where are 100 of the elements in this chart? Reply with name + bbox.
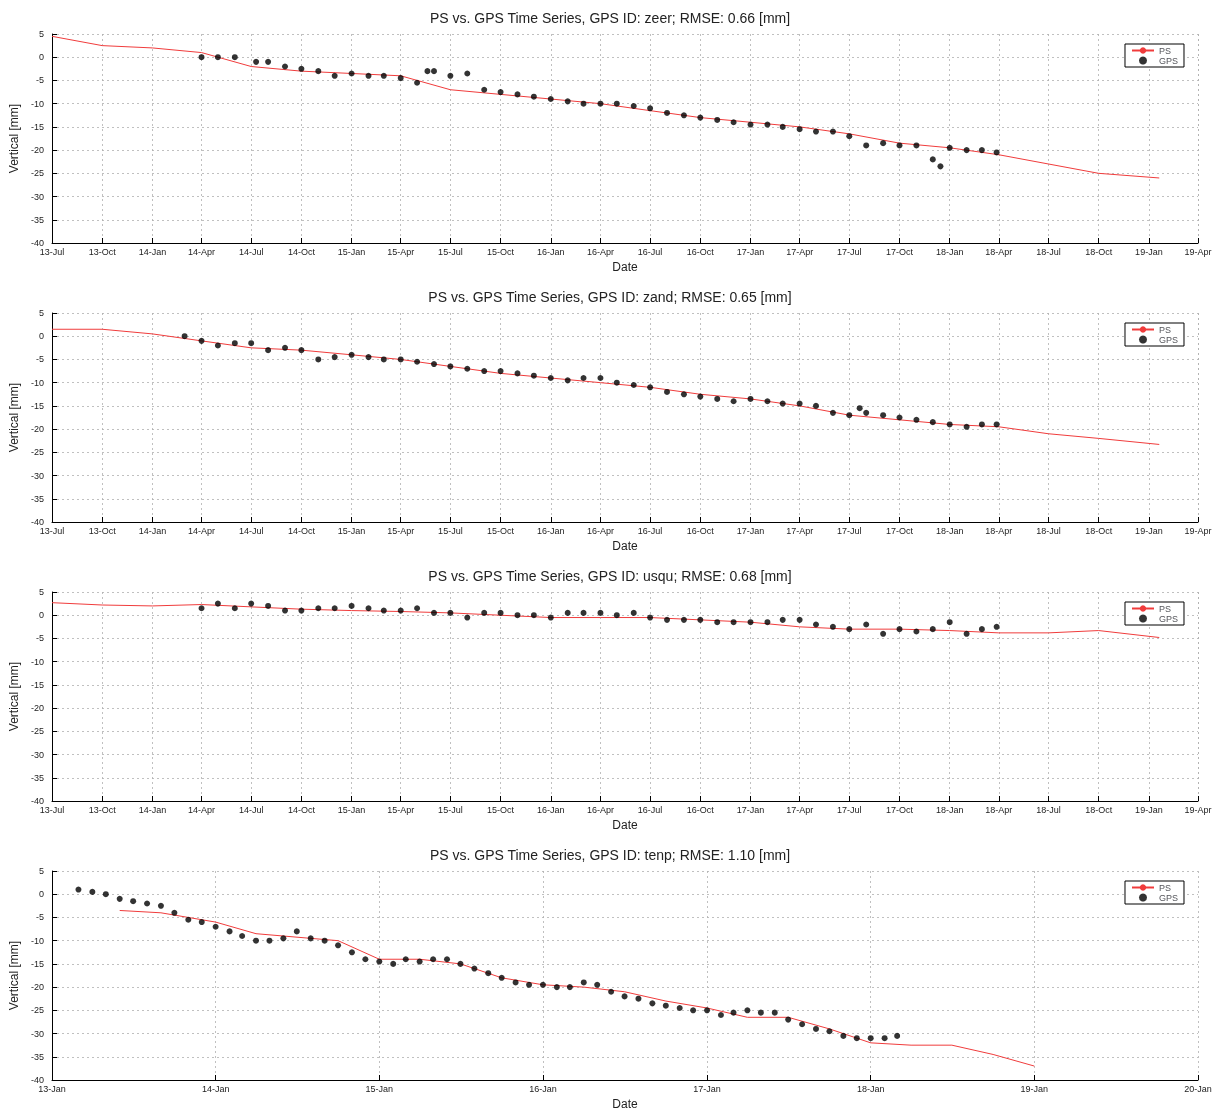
point	[597, 100, 604, 107]
x-tick-label: 18-Oct	[1085, 525, 1113, 536]
point	[248, 340, 255, 347]
x-tick-label: 18-Jul	[1036, 246, 1061, 257]
point	[913, 628, 920, 635]
point	[829, 623, 836, 630]
y-tick-label: -5	[35, 75, 44, 86]
point	[424, 68, 431, 75]
point	[365, 354, 372, 361]
x-axis-title: Date	[612, 539, 638, 553]
x-tick-label: 17-Jul	[837, 804, 862, 815]
y-tick-label: 5	[38, 866, 44, 876]
point	[846, 626, 853, 633]
point	[978, 626, 985, 633]
x-tick-label: 18-Oct	[1085, 246, 1113, 257]
x-tick-label: 14-Oct	[287, 246, 316, 257]
y-axis-title: Vertical [mm]	[7, 382, 22, 453]
point	[597, 609, 604, 616]
y-tick-label: -25	[30, 447, 44, 458]
y-tick-label: -15	[30, 400, 44, 411]
point	[214, 54, 221, 61]
point	[530, 93, 537, 100]
x-tick-label: 18-Oct	[1085, 804, 1113, 815]
point	[431, 361, 437, 368]
point	[447, 72, 454, 79]
y-tick-label: -30	[30, 749, 44, 760]
x-tick-label: 17-Jan	[693, 1083, 721, 1094]
x-tick-label: 19-Jan	[1135, 246, 1163, 257]
x-tick-label: 19-Jan	[1135, 804, 1163, 815]
point	[348, 70, 355, 77]
x-tick-label: 16-Jul	[637, 246, 663, 257]
chart-title: PS vs. GPS Time Series, GPS ID: zeer; RMSE: 0.66 [mm]	[429, 10, 791, 26]
point	[714, 116, 721, 123]
line-series	[51, 602, 1160, 639]
y-tick-label: -40	[30, 1075, 44, 1085]
x-tick-label: 14-Jul	[238, 525, 264, 536]
x-tick-label: 17-Jul	[837, 525, 862, 536]
x-tick-label: 19-Jan	[1135, 525, 1163, 536]
x-tick-label: 14-Apr	[188, 804, 216, 815]
point	[414, 358, 421, 365]
point	[380, 607, 387, 614]
point	[796, 400, 803, 407]
point	[747, 121, 754, 128]
point	[730, 119, 737, 126]
point	[929, 626, 936, 633]
point	[946, 144, 953, 151]
point	[664, 109, 671, 116]
point	[481, 609, 488, 616]
x-tick-label: 13-Oct	[88, 525, 117, 536]
point	[937, 163, 944, 170]
point	[647, 384, 654, 391]
point	[198, 605, 205, 612]
y-axis-title: Vertical [mm]	[7, 103, 22, 174]
point	[863, 409, 870, 416]
point	[348, 602, 355, 609]
x-tick-label: 14-Apr	[188, 525, 216, 536]
point	[564, 98, 571, 105]
point	[253, 58, 260, 65]
point	[856, 405, 863, 412]
point	[929, 419, 936, 426]
point	[697, 616, 704, 623]
point	[431, 609, 437, 616]
y-tick-label: 0	[38, 610, 44, 621]
y-tick-label: 5	[38, 29, 44, 39]
legend-label: GPS	[1158, 334, 1179, 345]
point	[880, 630, 887, 637]
point	[846, 133, 853, 140]
legend-label: PS	[1158, 882, 1172, 893]
x-tick-label: 16-Jul	[637, 525, 663, 536]
x-tick-label: 17-Apr	[786, 246, 814, 257]
legend-label: PS	[1158, 603, 1172, 614]
point	[730, 398, 737, 405]
y-tick-label: -10	[30, 98, 44, 109]
point	[714, 619, 721, 626]
point	[978, 421, 985, 428]
x-tick-label: 16-Oct	[686, 804, 715, 815]
line-series	[119, 909, 1035, 1067]
point	[630, 609, 637, 616]
point	[265, 602, 272, 609]
x-tick-label: 15-Oct	[487, 246, 515, 257]
point	[365, 605, 372, 612]
y-tick-label: -10	[30, 935, 44, 946]
point	[315, 68, 322, 75]
point	[963, 423, 970, 430]
point	[580, 375, 587, 382]
point	[613, 612, 620, 619]
point	[697, 393, 704, 400]
point	[380, 356, 387, 363]
x-tick-label: 14-Apr	[188, 246, 216, 257]
point	[198, 54, 205, 61]
point	[664, 616, 671, 623]
point	[613, 379, 620, 386]
point	[214, 342, 221, 349]
point	[580, 609, 587, 616]
point	[282, 63, 289, 70]
x-tick-label: 18-Jan	[856, 1083, 885, 1094]
y-tick-label: -40	[30, 517, 44, 527]
y-tick-label: -15	[30, 121, 44, 132]
y-tick-label: -30	[30, 1028, 44, 1039]
point	[764, 619, 771, 626]
